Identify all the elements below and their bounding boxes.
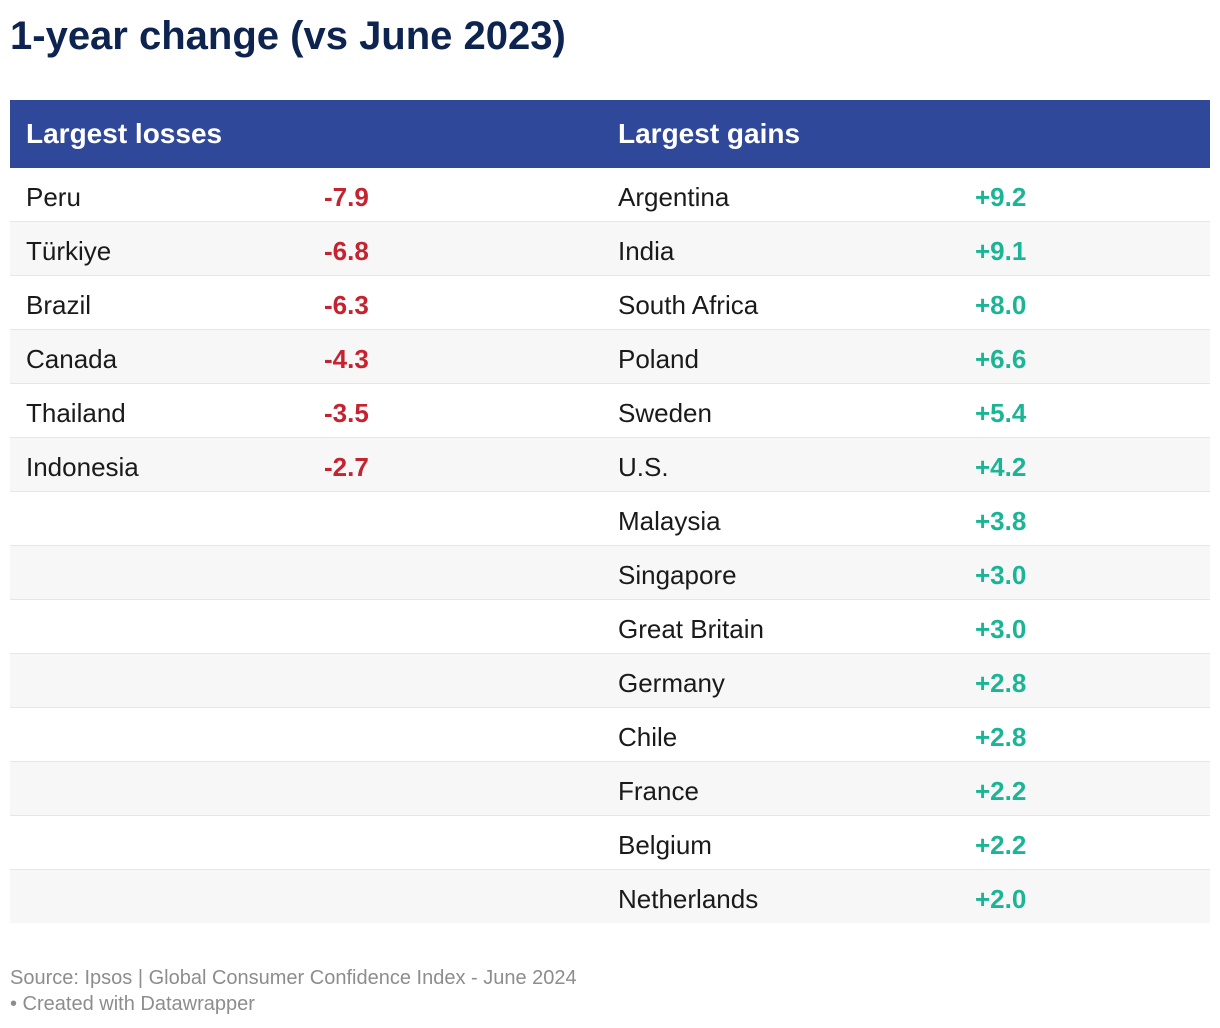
gain-value: +6.6 bbox=[975, 344, 1027, 374]
source-note: Source: Ipsos | Global Consumer Confiden… bbox=[10, 965, 577, 1017]
gain-country: France bbox=[618, 776, 699, 806]
gain-value: +9.1 bbox=[975, 236, 1027, 266]
chart-title: 1-year change (vs June 2023) bbox=[10, 14, 566, 58]
change-table: Largest losses Largest gains Peru -7.9 Arg… bbox=[10, 100, 1210, 923]
loss-country: Indonesia bbox=[26, 452, 139, 482]
table-row: Belgium +2.2 bbox=[10, 816, 1210, 870]
gain-country: U.S. bbox=[618, 452, 669, 482]
gain-country: Belgium bbox=[618, 830, 712, 860]
gain-value: +2.2 bbox=[975, 830, 1027, 860]
gain-value: +8.0 bbox=[975, 290, 1027, 320]
loss-value: -3.5 bbox=[324, 398, 369, 428]
gain-country: Singapore bbox=[618, 560, 737, 590]
header-largest-gains: Largest gains bbox=[618, 118, 801, 149]
table-row: Thailand -3.5 Sweden +5.4 bbox=[10, 384, 1210, 438]
gain-value: +3.0 bbox=[975, 614, 1027, 644]
loss-value: -6.8 bbox=[324, 236, 369, 266]
gain-value: +2.2 bbox=[975, 776, 1027, 806]
gain-value: +2.8 bbox=[975, 722, 1027, 752]
loss-value: -6.3 bbox=[324, 290, 369, 320]
gain-country: Sweden bbox=[618, 398, 712, 428]
loss-value: -2.7 bbox=[324, 452, 369, 482]
gain-country: Netherlands bbox=[618, 884, 759, 914]
gain-country: Argentina bbox=[618, 182, 730, 212]
gain-country: Great Britain bbox=[618, 614, 764, 644]
header-largest-losses: Largest losses bbox=[26, 118, 223, 149]
loss-country: Canada bbox=[26, 344, 118, 374]
gain-country: Malaysia bbox=[618, 506, 721, 536]
gain-value: +5.4 bbox=[975, 398, 1027, 428]
table-row: Canada -4.3 Poland +6.6 bbox=[10, 330, 1210, 384]
source-text: Source: Ipsos | Global Consumer Confiden… bbox=[10, 967, 577, 989]
table-body: Peru -7.9 Argentina +9.2 Türkiye -6.8 India +9.… bbox=[10, 168, 1210, 923]
gain-value: +4.2 bbox=[975, 452, 1027, 482]
gain-value: +2.8 bbox=[975, 668, 1027, 698]
table-header: Largest losses Largest gains bbox=[10, 100, 1210, 168]
loss-value: -4.3 bbox=[324, 344, 369, 374]
gain-country: India bbox=[618, 236, 675, 266]
gain-country: Chile bbox=[618, 722, 678, 752]
table-row: Germany +2.8 bbox=[10, 654, 1210, 708]
gain-value: +3.0 bbox=[975, 560, 1027, 590]
loss-value: -7.9 bbox=[324, 182, 369, 212]
loss-country: Brazil bbox=[26, 290, 92, 320]
loss-country: Türkiye bbox=[26, 236, 112, 266]
table-row: Türkiye -6.8 India +9.1 bbox=[10, 222, 1210, 276]
gain-country: South Africa bbox=[618, 290, 759, 320]
table-row: France +2.2 bbox=[10, 762, 1210, 816]
gain-country: Poland bbox=[618, 344, 699, 374]
table-row: Malaysia +3.8 bbox=[10, 492, 1210, 546]
table-row: Chile +2.8 bbox=[10, 708, 1210, 762]
table-row: Singapore +3.0 bbox=[10, 546, 1210, 600]
gain-value: +3.8 bbox=[975, 506, 1027, 536]
table-row: Indonesia -2.7 U.S. +4.2 bbox=[10, 438, 1210, 492]
loss-country: Peru bbox=[26, 182, 81, 212]
credit-text: • Created with Datawrapper bbox=[10, 993, 255, 1015]
table-row: Brazil -6.3 South Africa +8.0 bbox=[10, 276, 1210, 330]
gain-value: +2.0 bbox=[975, 884, 1027, 914]
table-row: Netherlands +2.0 bbox=[10, 870, 1210, 923]
loss-country: Thailand bbox=[26, 398, 126, 428]
table-row: Peru -7.9 Argentina +9.2 bbox=[10, 168, 1210, 222]
gain-country: Germany bbox=[618, 668, 725, 698]
gain-value: +9.2 bbox=[975, 182, 1027, 212]
table-row: Great Britain +3.0 bbox=[10, 600, 1210, 654]
